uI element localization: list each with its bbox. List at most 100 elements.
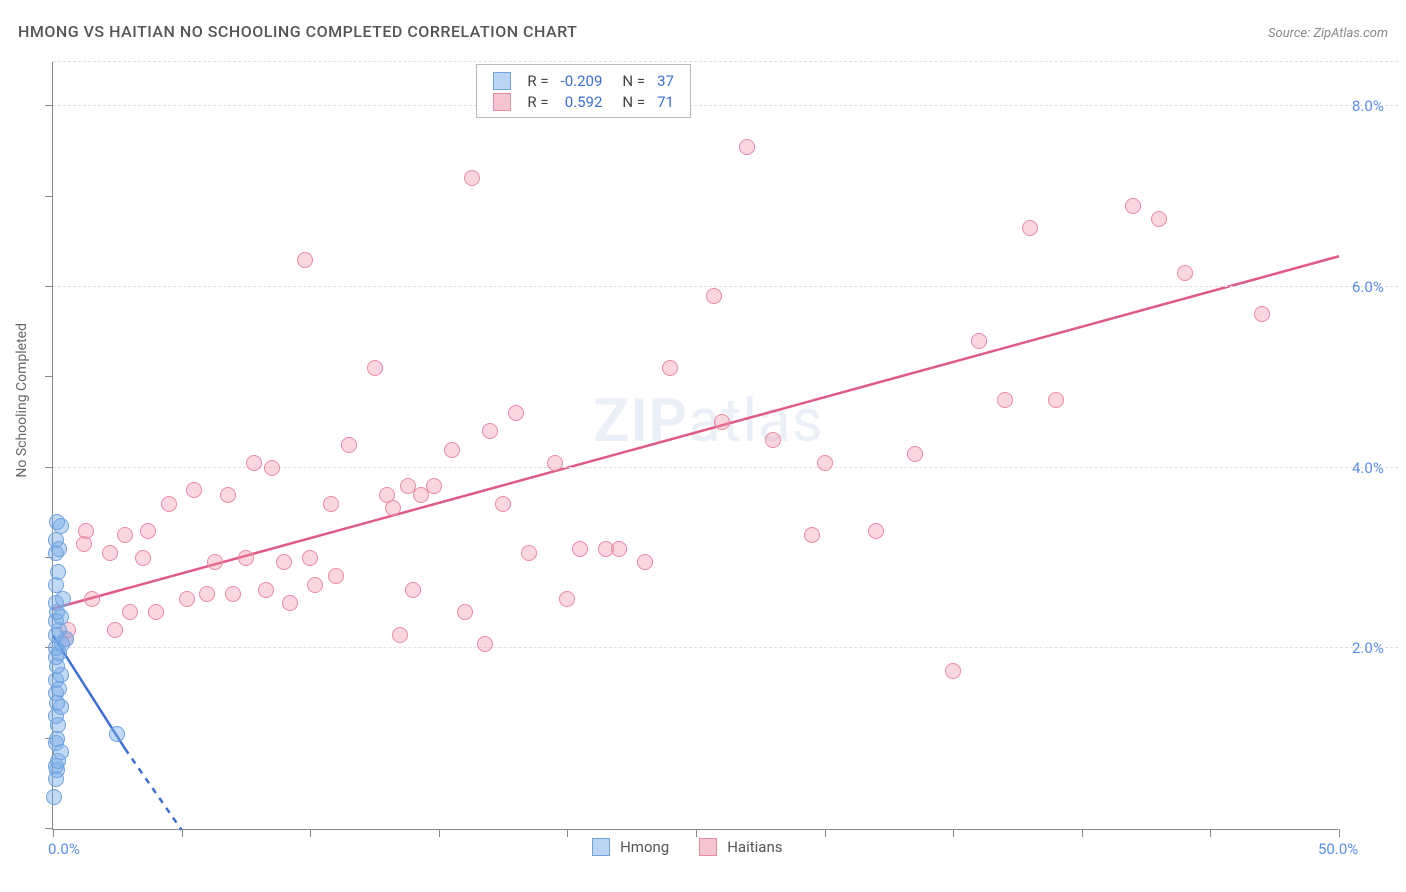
haitian-point (495, 496, 511, 512)
haitian-point (426, 478, 442, 494)
y-tick (45, 196, 53, 197)
haitian-point (161, 496, 177, 512)
haitian-point (78, 523, 94, 539)
haitian-point (186, 482, 202, 498)
gridline (53, 647, 1398, 648)
gridline (53, 105, 1398, 106)
haitian-point (1151, 211, 1167, 227)
hmong-point (109, 726, 125, 742)
hmong-point (49, 514, 65, 530)
y-tick (45, 467, 53, 468)
legend-entry: Haitians (699, 838, 782, 856)
haitian-point (405, 582, 421, 598)
x-axis-max-label: 50.0% (1318, 840, 1358, 858)
y-tick (45, 376, 53, 377)
haitian-point (135, 550, 151, 566)
hmong-point (55, 591, 71, 607)
haitian-point (341, 437, 357, 453)
hmong-point (46, 789, 62, 805)
chart-title: HMONG VS HAITIAN NO SCHOOLING COMPLETED … (18, 22, 577, 41)
haitian-point (282, 595, 298, 611)
haitian-point (276, 554, 292, 570)
haitian-point (102, 545, 118, 561)
haitian-point (521, 545, 537, 561)
gridline (53, 286, 1398, 287)
haitian-point (264, 460, 280, 476)
x-tick (182, 829, 183, 837)
haitian-point (611, 541, 627, 557)
y-tick (45, 828, 53, 829)
haitian-point (84, 591, 100, 607)
haitian-point (706, 288, 722, 304)
r-label: R = (521, 91, 554, 112)
haitian-point (945, 663, 961, 679)
y-axis-label: No Schooling Completed (14, 323, 30, 478)
haitian-point (328, 568, 344, 584)
x-tick (825, 829, 826, 837)
haitian-point (258, 582, 274, 598)
source-attribution: Source: ZipAtlas.com (1268, 26, 1388, 41)
haitian-point (547, 455, 563, 471)
y-tick (45, 105, 53, 106)
haitian-point (637, 554, 653, 570)
haitian-point (148, 604, 164, 620)
haitian-point (1022, 220, 1038, 236)
source-site: ZipAtlas.com (1313, 26, 1388, 41)
haitian-point (297, 252, 313, 268)
haitian-point (238, 550, 254, 566)
legend-label: Haitians (727, 838, 782, 856)
haitian-point (220, 487, 236, 503)
n-label: N = (608, 91, 651, 112)
r-label: R = (521, 70, 554, 91)
haitian-point (907, 446, 923, 462)
y-tick-label: 8.0% (1352, 97, 1384, 115)
x-tick (310, 829, 311, 837)
hmong-point (50, 564, 66, 580)
haitian-point (323, 496, 339, 512)
haitian-point (76, 536, 92, 552)
haitian-point (1177, 265, 1193, 281)
chart-plot-area: ZIPatlas (52, 62, 1338, 830)
haitian-point (117, 527, 133, 543)
haitian-point (1125, 198, 1141, 214)
haitian-point (477, 636, 493, 652)
n-value: 37 (651, 70, 680, 91)
haitian-point (385, 500, 401, 516)
source-prefix: Source: (1268, 26, 1313, 41)
x-tick (53, 829, 54, 837)
haitian-point (107, 622, 123, 638)
gridline (53, 61, 1398, 62)
watermark-text: ZIPatlas (593, 385, 824, 456)
haitian-point (307, 577, 323, 593)
x-tick (696, 829, 697, 837)
n-label: N = (608, 70, 651, 91)
haitian-point (122, 604, 138, 620)
y-tick (45, 286, 53, 287)
haitian-point (199, 586, 215, 602)
haitian-point (508, 405, 524, 421)
x-axis-min-label: 0.0% (48, 840, 80, 858)
x-tick (1339, 829, 1340, 837)
legend-swatch (493, 72, 511, 90)
x-tick (567, 829, 568, 837)
series-legend: Hmong Haitians (592, 838, 782, 856)
stats-legend: R =-0.209N =37R =0.592N =71 (476, 64, 691, 118)
haitian-point (207, 554, 223, 570)
haitian-point (572, 541, 588, 557)
y-tick-label: 6.0% (1352, 278, 1384, 296)
y-tick-label: 2.0% (1352, 639, 1384, 657)
x-tick (953, 829, 954, 837)
haitian-point (225, 586, 241, 602)
haitian-point (559, 591, 575, 607)
legend-swatch (592, 838, 610, 856)
x-tick (1210, 829, 1211, 837)
stats-legend-row: R =-0.209N =37 (487, 70, 680, 91)
haitian-point (482, 423, 498, 439)
haitian-point (179, 591, 195, 607)
legend-entry: Hmong (592, 838, 669, 856)
x-tick (439, 829, 440, 837)
trend-line (125, 749, 182, 830)
r-value: -0.209 (555, 70, 609, 91)
haitian-point (457, 604, 473, 620)
legend-label: Hmong (620, 838, 669, 856)
